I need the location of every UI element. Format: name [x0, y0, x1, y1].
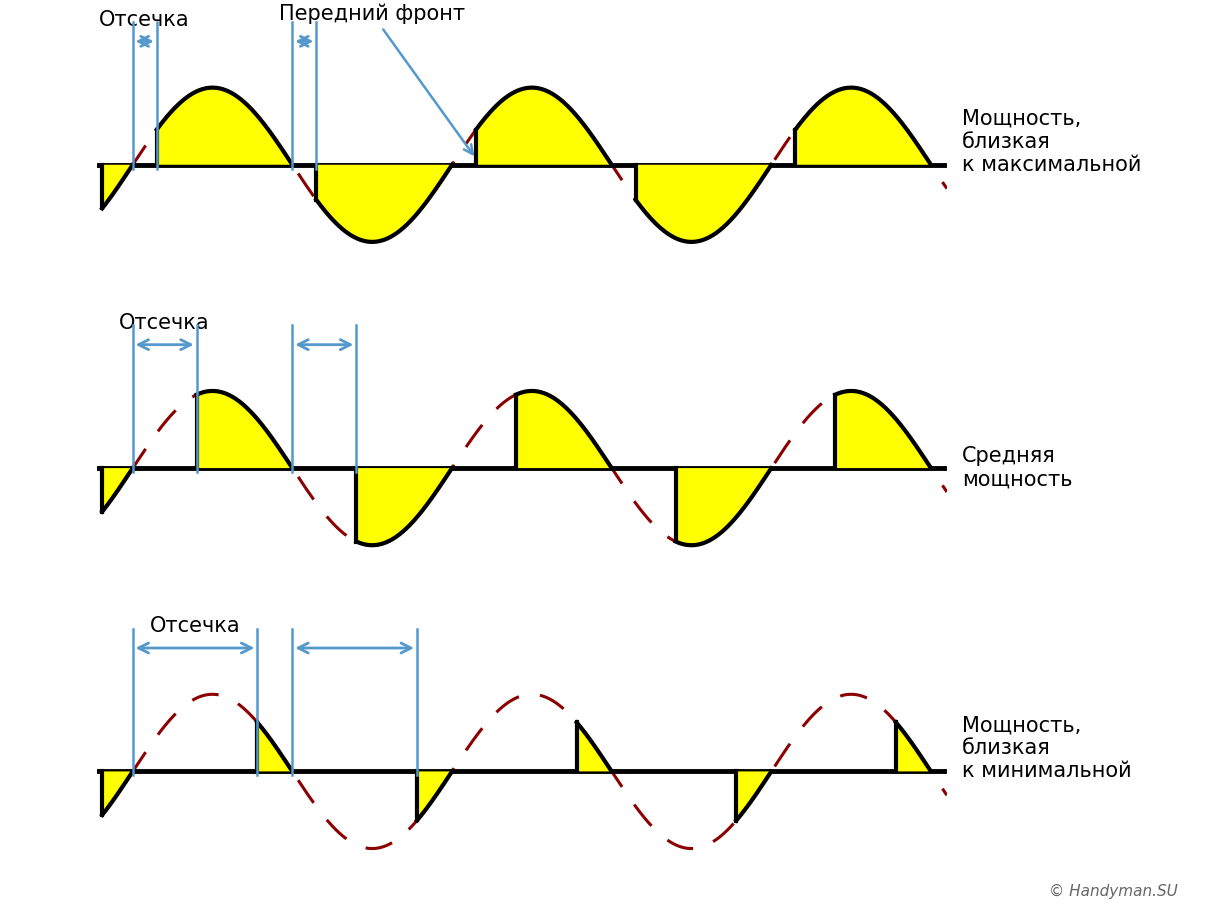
Text: Мощность,
близкая
к минимальной: Мощность, близкая к минимальной — [963, 715, 1131, 782]
Text: Отсечка: Отсечка — [100, 10, 189, 30]
Text: Передний фронт: Передний фронт — [279, 4, 472, 154]
Text: © Handyman.SU: © Handyman.SU — [1049, 884, 1178, 899]
Text: Средняя
мощность: Средняя мощность — [963, 447, 1073, 490]
Text: Отсечка: Отсечка — [149, 616, 240, 636]
Text: Мощность,
близкая
к максимальной: Мощность, близкая к максимальной — [963, 108, 1141, 175]
Text: Отсечка: Отсечка — [119, 313, 210, 333]
